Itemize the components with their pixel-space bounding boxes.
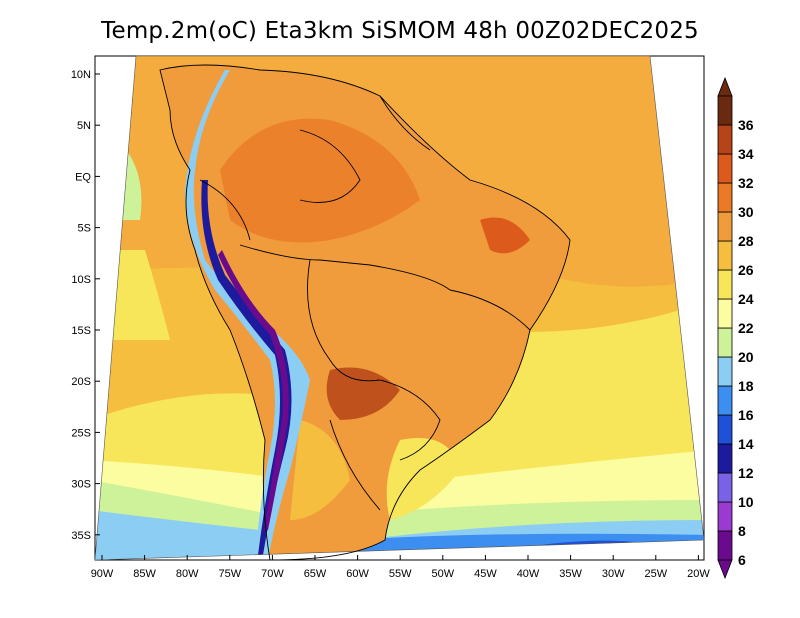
colorbar-segment xyxy=(717,472,733,503)
lon-label: 25W xyxy=(644,568,667,580)
colorbar-segment xyxy=(717,385,733,416)
lat-label: 35S xyxy=(71,530,91,542)
border-paraguay xyxy=(379,379,441,461)
lon-label: 55W xyxy=(389,568,412,580)
colorbar-label: 34 xyxy=(738,146,754,162)
lon-label: 80W xyxy=(176,568,199,580)
border-amazon xyxy=(239,244,451,291)
lat-label: 10S xyxy=(71,274,91,286)
lat-label: 5S xyxy=(78,223,91,235)
lat-label: 25S xyxy=(71,427,91,439)
lon-label: 45W xyxy=(474,568,497,580)
colorbar-min-triangle xyxy=(717,559,733,580)
lon-label: 60W xyxy=(346,568,369,580)
colorbar-label: 16 xyxy=(738,407,754,423)
lon-label: 30W xyxy=(602,568,625,580)
lat-label: 20S xyxy=(71,376,91,388)
colorbar-label: 20 xyxy=(738,349,754,365)
lon-label: 85W xyxy=(133,568,156,580)
colorbar-label: 18 xyxy=(738,378,754,394)
colorbar-label: 28 xyxy=(738,233,754,249)
colorbar-segment xyxy=(717,124,733,155)
colorbar-label: 10 xyxy=(738,494,754,510)
lon-label: 65W xyxy=(304,568,327,580)
temperature-field xyxy=(95,56,704,560)
colorbar-segment xyxy=(717,182,733,213)
lon-label: 20W xyxy=(687,568,710,580)
colorbar-label: 26 xyxy=(738,262,754,278)
colorbar-segment xyxy=(717,530,733,561)
colorbar-label: 12 xyxy=(738,465,754,481)
border-venezuela xyxy=(299,129,361,203)
latitude-axis: 10N 5N EQ 5S 10S 15S 20S 25S 30S 35S xyxy=(71,69,100,542)
longitude-axis: 90W 85W 80W 75W 70W 65W 60W 55W 50W 45W 40W 35W 30W 2… xyxy=(91,555,710,580)
border-guianas xyxy=(379,95,431,151)
border-argentina xyxy=(329,419,381,511)
colorbar-label: 24 xyxy=(738,291,754,307)
colorbar-segment xyxy=(717,443,733,474)
amazon-warm-region xyxy=(220,118,420,243)
colorbar: 6 8 10 12 14 16 18 20 22 24 26 28 30 32 34 36 xyxy=(717,76,754,580)
pampas-mild xyxy=(290,420,350,520)
colorbar-label: 8 xyxy=(738,523,746,539)
lon-label: 90W xyxy=(91,568,114,580)
andes-coldest xyxy=(218,250,289,530)
lat-label: 30S xyxy=(71,479,91,491)
colorbar-segment xyxy=(717,327,733,358)
colorbar-segment xyxy=(717,501,733,532)
border-states xyxy=(449,289,531,331)
colorbar-segment xyxy=(717,414,733,445)
lat-label: 10N xyxy=(71,69,91,81)
colorbar-segment xyxy=(717,95,733,126)
colorbar-label: 36 xyxy=(738,117,754,133)
colorbar-label: 22 xyxy=(738,320,754,336)
lon-label: 40W xyxy=(517,568,540,580)
colorbar-max-triangle xyxy=(717,76,733,97)
political-borders xyxy=(159,64,571,561)
northeast-hot-region xyxy=(480,217,530,254)
lon-label: 50W xyxy=(431,568,454,580)
border-bolivia xyxy=(307,259,381,382)
lat-label: EQ xyxy=(75,171,91,183)
lon-label: 70W xyxy=(261,568,284,580)
colorbar-segment xyxy=(717,269,733,300)
colorbar-segment xyxy=(717,240,733,271)
lat-label: 15S xyxy=(71,325,91,337)
colorbar-label: 30 xyxy=(738,204,754,220)
colorbar-label: 6 xyxy=(738,552,746,568)
colorbar-segment xyxy=(717,356,733,387)
lon-label: 35W xyxy=(559,568,582,580)
colorbar-segment xyxy=(717,211,733,242)
andes-colder xyxy=(201,180,292,555)
map-title: Temp.2m(oC) Eta3km SiSMOM 48h 00Z02DEC20… xyxy=(101,18,699,44)
colorbar-segment xyxy=(717,153,733,184)
border-peru xyxy=(199,179,251,241)
colorbar-label: 14 xyxy=(738,436,754,452)
lon-label: 75W xyxy=(218,568,241,580)
domain-outline xyxy=(94,55,705,561)
lat-label: 5N xyxy=(77,120,91,132)
colorbar-segment xyxy=(717,298,733,329)
coastline xyxy=(159,64,571,561)
colorbar-label: 32 xyxy=(738,175,754,191)
